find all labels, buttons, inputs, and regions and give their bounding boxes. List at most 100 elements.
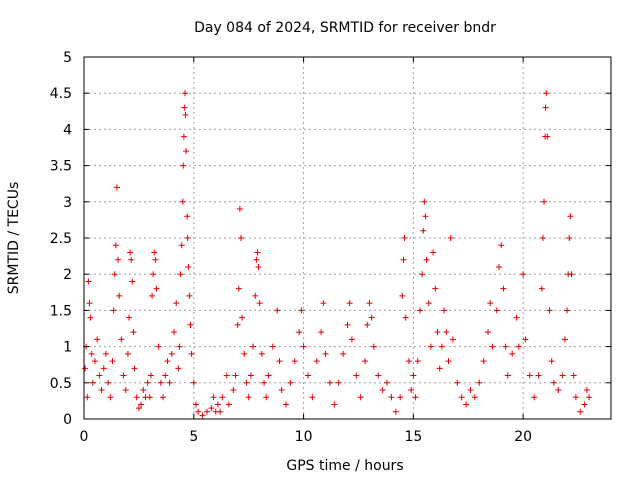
data-point	[480, 358, 487, 365]
y-tick-label: 5	[63, 50, 72, 66]
grid-lines	[84, 57, 611, 419]
data-point	[500, 285, 507, 292]
data-point	[84, 394, 91, 401]
data-point	[252, 292, 259, 299]
data-point	[274, 307, 281, 314]
data-point	[550, 379, 557, 386]
data-point	[535, 372, 542, 379]
data-point	[258, 350, 265, 357]
y-tick-label: 1	[63, 340, 72, 356]
data-point	[298, 307, 305, 314]
data-point	[107, 394, 114, 401]
data-point	[291, 358, 298, 365]
data-point	[190, 379, 197, 386]
data-point	[253, 256, 260, 263]
data-point	[171, 329, 178, 336]
data-point	[199, 412, 206, 419]
data-point	[217, 408, 224, 415]
data-point	[313, 358, 320, 365]
y-tick-label: 4.5	[50, 86, 72, 102]
data-point	[430, 249, 437, 256]
data-point	[166, 379, 173, 386]
data-point	[487, 300, 494, 307]
data-point	[263, 394, 270, 401]
data-point	[152, 256, 159, 263]
data-point	[219, 394, 226, 401]
data-point	[144, 379, 151, 386]
data-point	[401, 235, 408, 241]
data-point	[173, 300, 180, 307]
data-point	[353, 372, 360, 379]
data-point	[471, 394, 478, 401]
data-point	[126, 314, 133, 321]
y-tick-label: 0	[63, 412, 72, 428]
y-tick-label: 4	[63, 122, 72, 138]
data-point	[135, 405, 142, 412]
data-point	[113, 184, 120, 191]
x-tick-label: 20	[514, 429, 532, 445]
data-point	[192, 401, 199, 408]
data-point	[531, 394, 538, 401]
plot-frame	[83, 56, 612, 420]
data-point	[449, 336, 456, 343]
data-point	[87, 314, 94, 321]
data-point	[542, 104, 549, 111]
data-point	[493, 307, 500, 314]
data-point	[129, 278, 136, 285]
data-point	[568, 271, 575, 278]
data-point	[496, 263, 503, 270]
data-point	[181, 104, 188, 111]
data-point	[509, 350, 516, 357]
data-point	[118, 336, 125, 343]
y-tick-label: 2	[63, 267, 72, 283]
data-point	[195, 408, 202, 415]
data-point	[88, 350, 95, 357]
data-point	[116, 292, 123, 299]
data-point	[348, 336, 355, 343]
data-point	[115, 256, 122, 263]
data-point	[410, 372, 417, 379]
data-point	[447, 235, 454, 241]
x-axis-label: GPS time / hours	[286, 458, 403, 474]
data-point	[147, 372, 154, 379]
data-point	[133, 394, 140, 401]
data-point	[276, 358, 283, 365]
data-point	[335, 379, 342, 386]
data-point	[131, 365, 138, 372]
y-tick-label: 3	[63, 195, 72, 211]
y-tick-labels: 0 0.5 1 1.5 2 2.5 3 3.5 4 4.5 5	[50, 50, 72, 428]
data-point	[235, 285, 242, 292]
y-tick-label: 3.5	[50, 159, 72, 175]
data-point	[541, 198, 548, 205]
data-point	[283, 401, 290, 408]
data-points	[82, 90, 593, 419]
data-point	[476, 379, 483, 386]
data-point	[543, 90, 550, 97]
data-point	[436, 365, 443, 372]
data-point	[250, 343, 257, 350]
data-point	[438, 343, 445, 350]
data-point	[186, 292, 193, 299]
data-point	[467, 387, 474, 394]
data-point	[82, 365, 89, 372]
data-point	[566, 235, 573, 241]
data-point	[105, 379, 112, 386]
data-point	[583, 387, 590, 394]
data-point	[559, 372, 566, 379]
x-tick-label: 15	[404, 429, 422, 445]
data-point	[168, 350, 175, 357]
data-point	[245, 394, 252, 401]
data-point	[570, 372, 577, 379]
data-point	[124, 350, 131, 357]
data-point	[110, 307, 117, 314]
data-point	[546, 307, 553, 314]
data-point	[364, 321, 371, 328]
data-point	[210, 394, 217, 401]
data-point	[504, 372, 511, 379]
y-tick-label: 1.5	[50, 303, 72, 319]
data-point	[188, 350, 195, 357]
data-point	[544, 133, 551, 140]
data-point	[586, 394, 593, 401]
data-point	[567, 213, 574, 220]
